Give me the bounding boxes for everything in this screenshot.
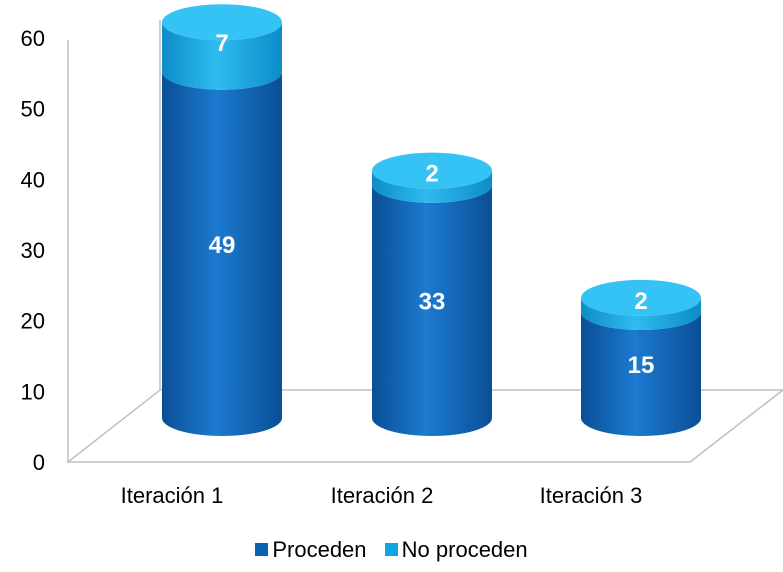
bar-segment-no-proceden <box>162 22 282 90</box>
legend-swatch-no-proceden <box>384 543 398 556</box>
data-label-proceden: 15 <box>628 352 655 379</box>
x-category-label: Iteración 3 <box>540 483 643 508</box>
bar-top-cap <box>162 4 282 41</box>
bar-segment-proceden <box>162 71 282 436</box>
data-label-no-proceden: 2 <box>634 288 647 315</box>
data-label-proceden: 49 <box>209 232 236 259</box>
data-label-proceden: 33 <box>419 288 446 315</box>
bar-segment-proceden <box>581 312 701 436</box>
bar-top-cap <box>581 279 701 316</box>
y-tick-label: 30 <box>21 238 45 263</box>
chart-frame <box>65 20 783 463</box>
bar-group: 33 2 <box>372 152 492 436</box>
legend-item-no-proceden: No proceden <box>384 536 528 563</box>
x-category-label: Iteración 1 <box>121 483 224 508</box>
y-axis-ticks: 0 10 20 30 40 50 60 <box>21 26 45 475</box>
y-tick-label: 20 <box>21 309 45 334</box>
bar-top-cap <box>372 152 492 189</box>
x-category-label: Iteración 2 <box>331 483 434 508</box>
legend-swatch-proceden <box>255 543 269 556</box>
data-label-no-proceden: 2 <box>425 161 438 188</box>
bar-segment-no-proceden <box>372 170 492 203</box>
y-tick-label: 10 <box>21 379 45 404</box>
category-labels: Iteración 1 Iteración 2 Iteración 3 <box>121 483 643 508</box>
legend: Proceden No proceden <box>0 536 783 563</box>
bars: 49 7 33 2 15 2 <box>162 4 701 436</box>
bar-group: 49 7 <box>162 4 282 436</box>
y-tick-label: 60 <box>21 26 45 51</box>
y-tick-label: 0 <box>33 450 45 475</box>
y-tick-label: 40 <box>21 167 45 192</box>
data-label-no-proceden: 7 <box>215 30 228 57</box>
bar-segment-no-proceden <box>581 297 701 330</box>
bar-group: 15 2 <box>581 279 701 436</box>
legend-item-proceden: Proceden <box>255 536 367 563</box>
chart-floor <box>65 389 783 463</box>
bar-segment-proceden <box>372 184 492 436</box>
legend-label-proceden: Proceden <box>272 536 367 562</box>
legend-label-no-proceden: No proceden <box>401 536 528 562</box>
y-tick-label: 50 <box>21 97 45 122</box>
